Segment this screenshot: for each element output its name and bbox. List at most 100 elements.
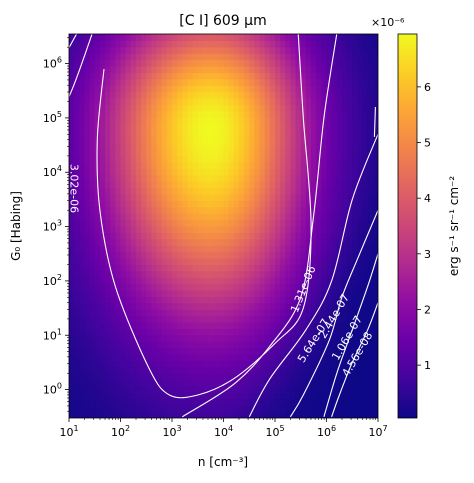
heatmap-cell (249, 302, 255, 310)
heatmap-cell (244, 258, 250, 265)
heatmap-cell (94, 398, 101, 406)
heatmap-cell (187, 142, 194, 150)
heatmap-cell (285, 85, 292, 93)
heatmap-cell (311, 174, 317, 182)
heatmap-cell (177, 360, 183, 368)
heatmap-cell (326, 72, 333, 80)
heatmap-cell (367, 405, 374, 413)
heatmap-cell (275, 85, 281, 93)
heatmap-cell (264, 366, 271, 374)
heatmap-cell (347, 181, 353, 189)
heatmap-cell (141, 258, 147, 265)
heatmap-cell (357, 290, 364, 297)
heatmap-cell (120, 258, 127, 265)
heatmap-cells (69, 34, 378, 418)
heatmap-cell (321, 379, 328, 387)
heatmap-cell (208, 187, 214, 195)
heatmap-cell (347, 309, 353, 317)
heatmap-cell (161, 373, 168, 381)
heatmap-cell (182, 360, 189, 368)
heatmap-cell (105, 232, 111, 240)
heatmap-cell (84, 46, 91, 54)
heatmap-cell (146, 155, 152, 163)
heatmap-cell (151, 200, 158, 208)
heatmap-cell (115, 98, 122, 105)
heatmap-cell (79, 411, 86, 418)
colorbar-multiplier: ×10⁻⁶ (371, 16, 405, 29)
heatmap-cell (223, 206, 230, 214)
heatmap-cell (275, 264, 281, 272)
heatmap-cell (244, 366, 250, 374)
heatmap-cell (166, 72, 173, 80)
heatmap-cell (311, 40, 317, 48)
heatmap-cell (120, 296, 127, 304)
heatmap-cell (172, 283, 178, 291)
heatmap-cell (151, 98, 158, 105)
heatmap-cell (347, 66, 353, 73)
heatmap-cell (264, 66, 271, 73)
contour-label: 5.64e-07 (26, 84, 55, 135)
heatmap-cell (352, 149, 358, 157)
heatmap-cell (280, 219, 286, 227)
heatmap-cell (79, 405, 86, 413)
heatmap-cell (336, 142, 343, 150)
heatmap-cell (269, 264, 276, 272)
heatmap-cell (280, 110, 286, 118)
heatmap-cell (79, 251, 86, 259)
heatmap-cell (326, 328, 333, 336)
heatmap-cell (269, 91, 276, 99)
heatmap-cell (187, 379, 194, 387)
heatmap-cell (285, 347, 292, 355)
heatmap-cell (285, 366, 292, 374)
heatmap-cell (295, 334, 302, 342)
heatmap-cell (228, 290, 235, 297)
heatmap-cell (94, 373, 101, 381)
heatmap-cell (280, 258, 286, 265)
heatmap-cell (172, 149, 178, 157)
heatmap-cell (352, 46, 358, 54)
heatmap-cell (74, 168, 80, 176)
heatmap-cell (69, 219, 75, 227)
heatmap-cell (135, 98, 142, 105)
heatmap-cell (94, 354, 101, 361)
heatmap-cell (233, 296, 240, 304)
heatmap-cell (130, 142, 137, 150)
heatmap-cell (192, 34, 199, 41)
heatmap-cell (202, 78, 209, 86)
heatmap-cell (84, 130, 91, 137)
heatmap-cell (141, 110, 147, 118)
heatmap-cell (74, 155, 80, 163)
heatmap-cell (326, 142, 333, 150)
heatmap-cell (228, 238, 235, 246)
heatmap-cell (192, 277, 199, 285)
heatmap-cell (269, 142, 276, 150)
heatmap-cell (161, 174, 168, 182)
heatmap-cell (69, 78, 75, 86)
heatmap-cell (295, 136, 302, 144)
heatmap-cell (352, 328, 358, 336)
heatmap-cell (213, 123, 219, 131)
heatmap-cell (244, 149, 250, 157)
heatmap-cell (69, 72, 75, 80)
heatmap-cell (192, 238, 199, 246)
heatmap-cell (259, 258, 266, 265)
heatmap-cell (187, 219, 194, 227)
heatmap-cell (156, 411, 163, 418)
heatmap-cell (372, 162, 378, 169)
heatmap-cell (218, 149, 225, 157)
heatmap-cell (316, 341, 322, 349)
heatmap-cell (244, 277, 250, 285)
heatmap-cell (187, 309, 194, 317)
heatmap-cell (347, 72, 353, 80)
heatmap-cell (321, 168, 328, 176)
heatmap-cell (74, 117, 80, 125)
heatmap-cell (110, 366, 116, 374)
heatmap-cell (295, 302, 302, 310)
heatmap-cell (130, 290, 137, 297)
heatmap-cell (79, 264, 86, 272)
heatmap-cell (172, 130, 178, 137)
heatmap-cell (84, 187, 91, 195)
heatmap-cell (187, 85, 194, 93)
heatmap-cell (372, 277, 378, 285)
heatmap-cell (285, 392, 292, 400)
